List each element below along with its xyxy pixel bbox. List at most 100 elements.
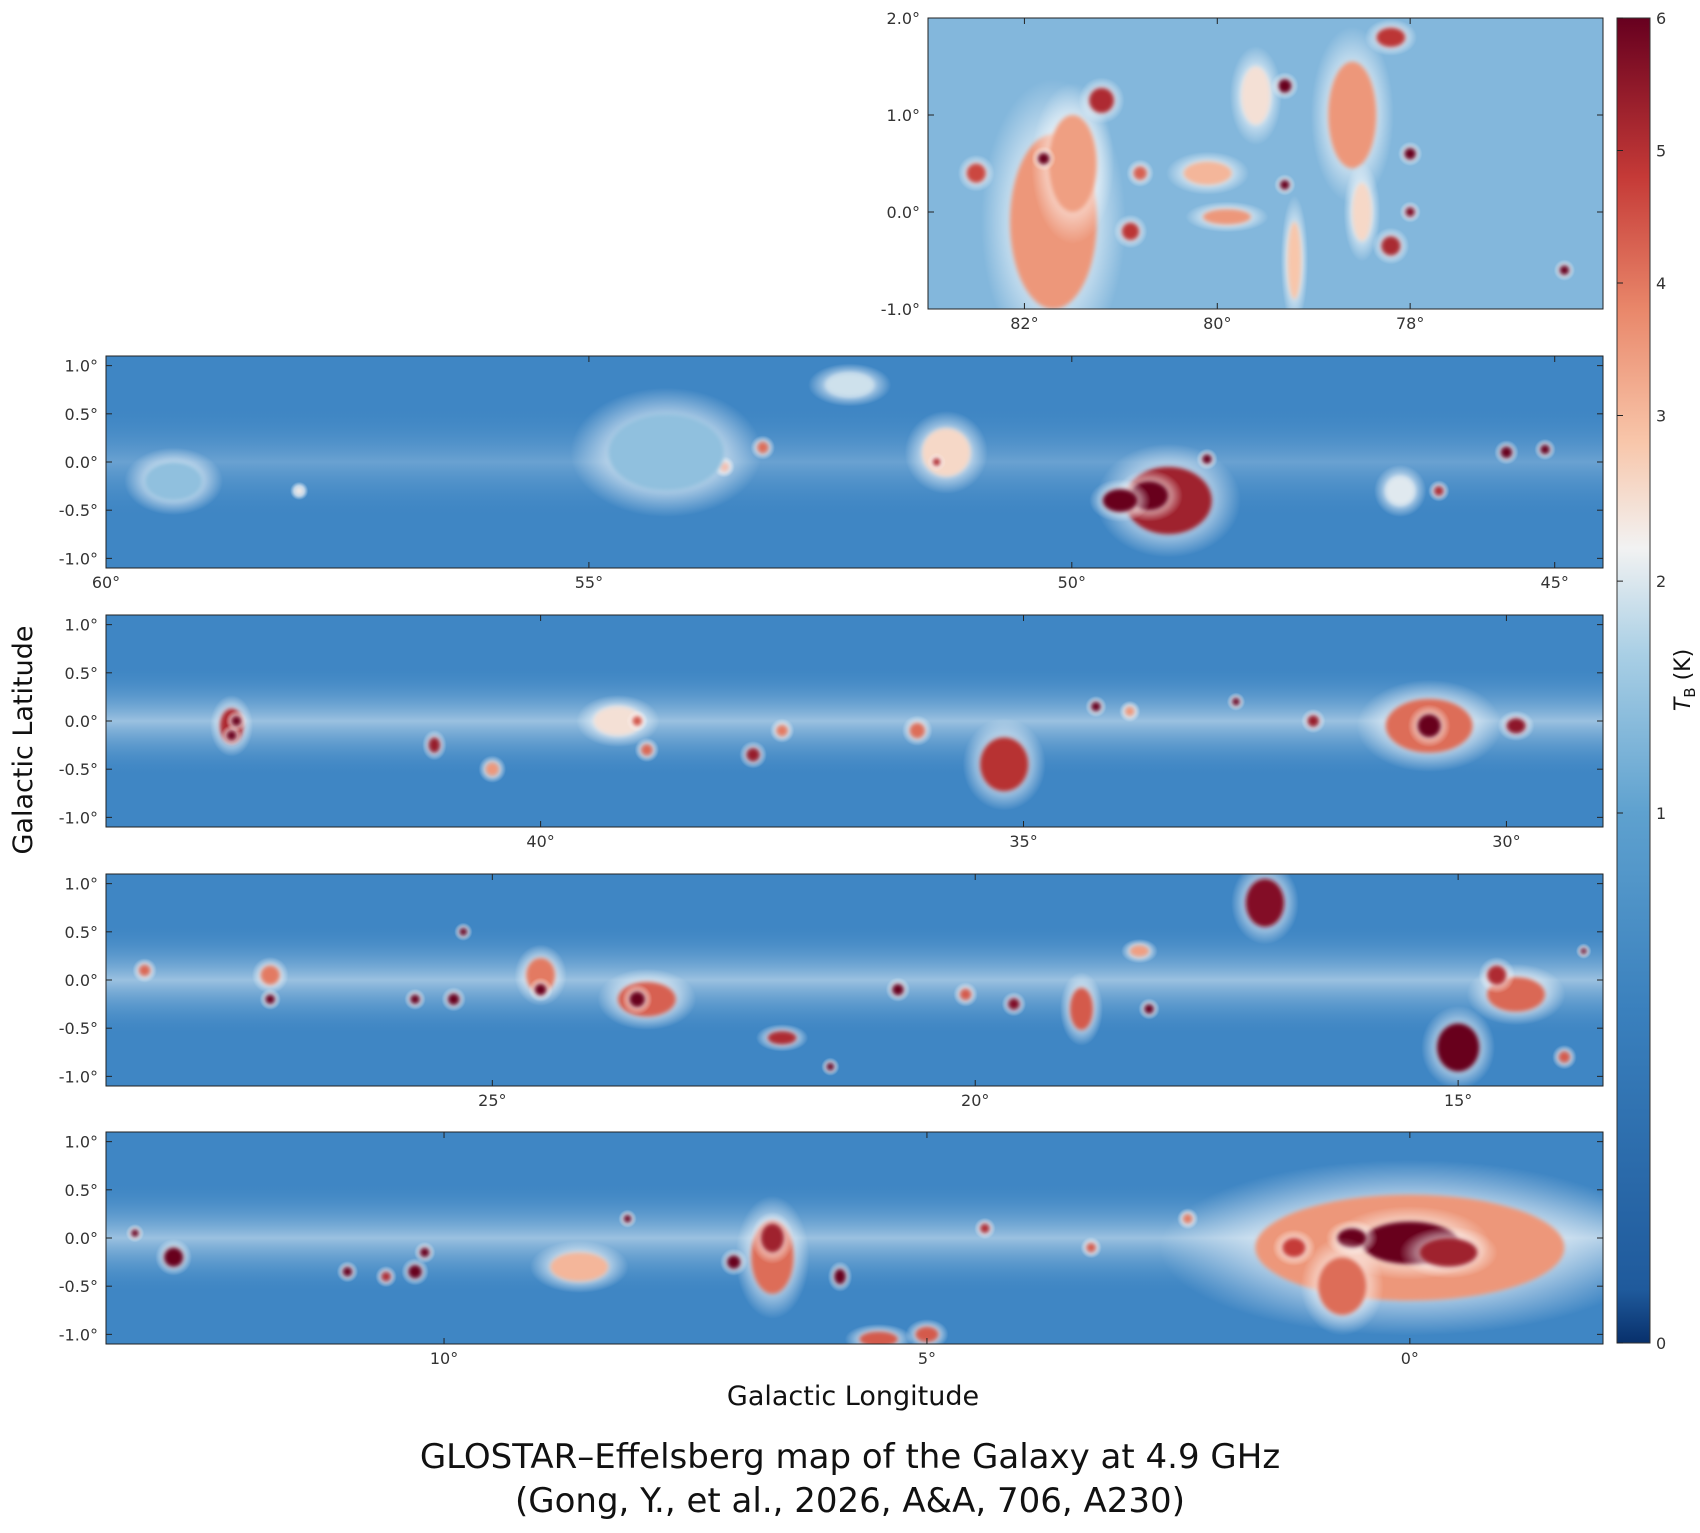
radio-source: [125, 1224, 145, 1243]
radio-source: [957, 154, 995, 192]
source-core: [966, 163, 986, 183]
radio-source: [1166, 151, 1250, 195]
y-tick-label: 0.0°: [65, 1229, 98, 1248]
source-core: [534, 983, 547, 996]
source-core: [1381, 236, 1401, 256]
radio-source: [750, 1211, 794, 1265]
radio-source: [404, 988, 426, 1010]
radio-source: [1031, 146, 1056, 171]
radio-source: [844, 1323, 913, 1344]
radio-source: [259, 988, 281, 1010]
radio-source: [570, 387, 762, 518]
radio-source: [1089, 479, 1151, 523]
radio-source: [1031, 82, 1115, 245]
source-core: [1405, 207, 1415, 217]
source-core: [1144, 1004, 1154, 1014]
source-core: [1232, 697, 1240, 706]
colorbar-tick-label: 0: [1656, 1334, 1666, 1353]
radio-source: [827, 1261, 853, 1292]
x-tick-label: 25°: [478, 1091, 506, 1110]
colorbar-tick-label: 2: [1656, 572, 1666, 591]
y-tick-label: 0.0°: [65, 971, 98, 990]
radio-source: [1397, 141, 1423, 167]
radio-source: [454, 922, 473, 941]
source-core: [1182, 1213, 1193, 1224]
galactic-plane-emission: [106, 927, 1603, 1033]
colorbar-label: TB (K): [1671, 649, 1699, 711]
radio-source: [225, 710, 248, 732]
source-core: [1376, 27, 1406, 48]
radio-source: [1300, 708, 1326, 734]
x-tick-label: 5°: [918, 1349, 936, 1368]
source-core: [859, 1331, 898, 1344]
y-tick-label: 0.5°: [65, 1181, 98, 1200]
radio-source: [1421, 1005, 1496, 1086]
y-tick-label: -0.5°: [59, 501, 98, 520]
source-core: [1417, 714, 1441, 738]
caption-citation: (Gong, Y., et al., 2026, A&A, 706, A230): [515, 1481, 1185, 1521]
source-core: [226, 730, 237, 741]
colorbar-tick-label: 1: [1656, 804, 1666, 823]
source-core: [1287, 221, 1302, 300]
source-core: [1129, 945, 1150, 957]
source-core: [980, 1223, 990, 1234]
source-core: [1282, 1238, 1306, 1258]
radio-source: [927, 452, 946, 472]
radio-source: [618, 1209, 637, 1228]
radio-source: [1229, 46, 1283, 146]
panel-image: [106, 874, 1603, 1086]
x-tick-label: 20°: [961, 1091, 989, 1110]
radio-source: [1120, 938, 1158, 964]
radio-source: [808, 363, 892, 407]
x-tick-label: 35°: [1009, 832, 1037, 851]
source-core: [1183, 161, 1232, 185]
radio-source: [132, 958, 157, 983]
x-tick-label: 40°: [526, 832, 554, 851]
y-tick-label: 1.0°: [65, 875, 98, 894]
radio-source: [885, 977, 911, 1002]
source-core: [1245, 878, 1285, 928]
radio-source: [719, 1248, 748, 1276]
source-core: [892, 983, 904, 996]
radio-source: [962, 718, 1046, 811]
galactic-plane-emission: [106, 409, 1603, 515]
radio-source: [336, 1261, 359, 1283]
source-core: [1559, 265, 1570, 276]
map-panels: 82° 80° 78° -1.0° 0.0° 1.0° 2.0° 60° 55° 50° 45° -1…: [59, 9, 1604, 1368]
radio-source: [1272, 1229, 1316, 1267]
colorbar-gradient: [1616, 17, 1651, 1344]
x-tick-label: 15°: [1444, 1091, 1472, 1110]
y-tick-label: -1.0°: [881, 300, 920, 319]
colorbar-tick-label: 3: [1656, 407, 1666, 426]
panel-image: [106, 356, 1603, 568]
y-tick-label: 0.0°: [65, 453, 98, 472]
radio-source: [1300, 1236, 1384, 1336]
source-core: [909, 722, 926, 739]
source-core: [1433, 486, 1444, 496]
radio-source: [528, 977, 553, 1002]
radio-source: [1113, 214, 1148, 249]
source-core: [727, 1255, 741, 1269]
y-tick-label: 0.0°: [65, 712, 98, 731]
source-core: [1202, 454, 1212, 464]
source-core: [381, 1271, 391, 1282]
source-core: [608, 413, 725, 491]
source-core: [1500, 446, 1513, 459]
source-core: [834, 1268, 846, 1285]
colorbar-tick-label: 4: [1656, 274, 1666, 293]
source-core: [144, 462, 203, 501]
source-core: [131, 1229, 139, 1238]
panel-lon44-29: 40° 35° 30° -1.0° -0.5° 0.0° 0.5° 1.0°: [59, 614, 1604, 851]
radio-source: [1176, 1208, 1199, 1230]
radio-source: [1085, 695, 1107, 718]
source-core: [1352, 182, 1372, 242]
colorbar-label-main: T: [1671, 696, 1696, 711]
radio-source: [769, 718, 795, 743]
source-core: [1089, 87, 1115, 114]
source-core: [1419, 1238, 1478, 1267]
radio-source: [413, 1241, 436, 1264]
source-core: [447, 993, 460, 1006]
x-tick-label: 55°: [575, 573, 603, 592]
radio-source: [821, 1057, 840, 1076]
colorbar: 0 1 2 3 4 5 6 TB (K): [1616, 9, 1699, 1353]
